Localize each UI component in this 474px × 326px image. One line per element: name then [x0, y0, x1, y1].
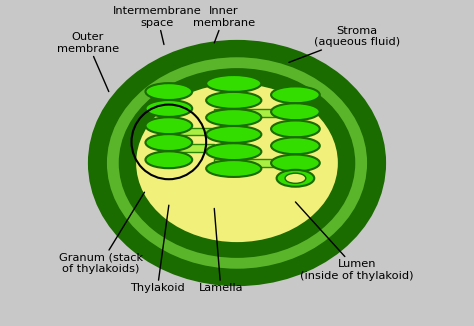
- Ellipse shape: [206, 126, 261, 143]
- Ellipse shape: [89, 41, 385, 285]
- Ellipse shape: [271, 103, 320, 120]
- Ellipse shape: [120, 69, 354, 257]
- Ellipse shape: [106, 56, 368, 270]
- Text: Thylakoid: Thylakoid: [130, 205, 185, 293]
- Ellipse shape: [146, 83, 192, 100]
- Ellipse shape: [206, 75, 261, 92]
- Text: Lamella: Lamella: [199, 208, 243, 293]
- Text: Inner
membrane: Inner membrane: [193, 6, 255, 43]
- Ellipse shape: [271, 155, 320, 171]
- Polygon shape: [158, 127, 214, 135]
- Text: Intermembrane
space: Intermembrane space: [113, 6, 202, 45]
- Ellipse shape: [146, 134, 192, 151]
- Ellipse shape: [135, 82, 339, 244]
- Ellipse shape: [206, 143, 261, 160]
- Ellipse shape: [146, 117, 192, 134]
- Polygon shape: [214, 109, 283, 117]
- Polygon shape: [158, 144, 214, 152]
- Ellipse shape: [146, 151, 192, 168]
- Ellipse shape: [206, 92, 261, 109]
- Text: Lumen
(inside of thylakoid): Lumen (inside of thylakoid): [295, 202, 414, 281]
- Ellipse shape: [271, 86, 320, 103]
- Polygon shape: [214, 159, 283, 167]
- Ellipse shape: [146, 100, 192, 117]
- Ellipse shape: [285, 173, 306, 183]
- Text: Stroma
(aqueous fluid): Stroma (aqueous fluid): [289, 26, 400, 62]
- Ellipse shape: [206, 109, 261, 126]
- Ellipse shape: [271, 121, 320, 137]
- Text: Granum (stack
of thylakoids): Granum (stack of thylakoids): [59, 192, 145, 274]
- Ellipse shape: [271, 137, 320, 154]
- Ellipse shape: [206, 160, 261, 177]
- Text: Outer
membrane: Outer membrane: [56, 32, 119, 92]
- Ellipse shape: [277, 170, 314, 187]
